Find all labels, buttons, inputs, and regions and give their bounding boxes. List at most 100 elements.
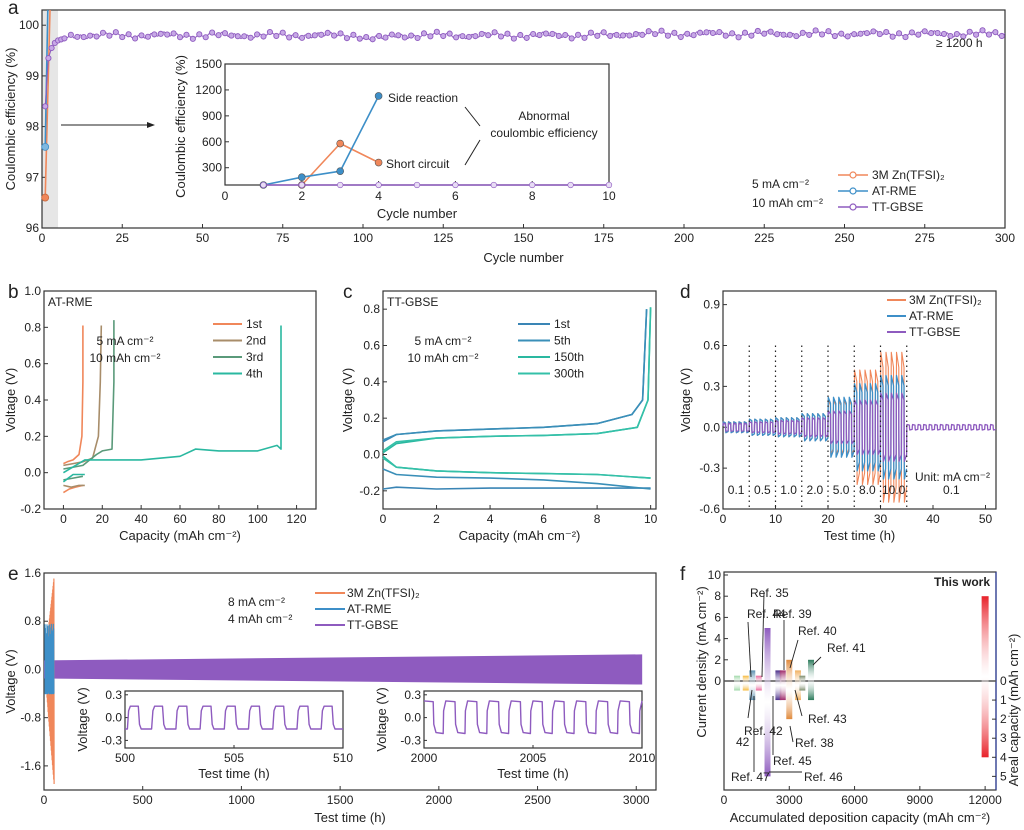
series-ttgbse-point <box>176 34 184 41</box>
panel-d-y-tick: -0.3 <box>699 461 720 475</box>
ref-label: Ref. 38 <box>795 736 834 750</box>
inset-y-tick: 900 <box>202 109 222 123</box>
series-ttgbse-point <box>619 32 627 39</box>
series-ttgbse-waveform <box>722 392 997 462</box>
series-ttgbse-point <box>966 28 973 35</box>
arrow-short <box>464 139 481 166</box>
panel-d: d 0 10 20 30 40 50 -0.6 -0.3 0.0 0.3 0.6 0.9 Test tim… <box>678 282 997 543</box>
series-ttgbse-point <box>613 31 620 38</box>
bar-ref39 <box>779 670 786 701</box>
series-ttgbse-point <box>209 29 216 36</box>
series-ttgbse-point <box>138 32 145 39</box>
series-ttgbse-point <box>664 32 672 39</box>
ref-arrow <box>789 725 794 743</box>
panel-c-y-tick: 0.2 <box>363 411 380 425</box>
inset-xlabel: Test time (h) <box>497 766 569 781</box>
series-ttgbse-point <box>523 34 530 41</box>
inset-x-tick: 4 <box>375 189 382 203</box>
inset-series-point <box>297 173 306 182</box>
legend-marker <box>849 203 857 211</box>
condition-capacity: 10 mAh cm⁻² <box>89 351 160 365</box>
panel-label-f: f <box>680 564 686 585</box>
inset-xlabel: Cycle number <box>377 206 458 221</box>
ref-label: Ref. 43 <box>808 712 847 726</box>
panel-c-y-tick: 0.0 <box>363 448 380 462</box>
series-ttgbse-point <box>902 34 909 41</box>
legend-label: AT-RME <box>872 184 916 198</box>
series-ttgbse-point <box>870 28 877 35</box>
series-5th-discharge <box>382 468 651 490</box>
series-2nd-discharge <box>63 484 85 489</box>
series-atrme-point <box>41 142 50 151</box>
series-ttgbse-point <box>998 32 1005 40</box>
series-ttgbse-point <box>536 31 543 39</box>
bar-ref42 <box>734 675 741 691</box>
series-ttgbse-point <box>549 30 556 37</box>
series-ttgbse-point <box>164 31 171 38</box>
panel-e-x-tick: 500 <box>133 793 153 807</box>
series-ttgbse-point <box>99 29 107 36</box>
legend-label: TT-GBSE <box>872 200 923 214</box>
panel-f-x-tick: 6000 <box>841 793 868 807</box>
series-ttgbse-point <box>247 34 254 41</box>
series-ttgbse-point <box>42 103 49 110</box>
panel-f: f 0 2 4 6 8 10 0 1 2 3 4 5 0 3000 6000 9000 12000 Accumula… <box>680 564 1021 825</box>
inset-x-tick: 2010 <box>629 751 656 765</box>
series-ttgbse-point <box>331 32 338 39</box>
panel-a-x-tick: 50 <box>196 231 210 245</box>
inset-y-tick: 600 <box>202 135 222 149</box>
condition-capacity: 4 mAh cm⁻² <box>228 612 292 626</box>
inset-x-tick: 8 <box>529 189 536 203</box>
series-ttgbse-point <box>915 31 922 38</box>
legend-label: TT-GBSE <box>347 618 398 632</box>
inset-series-point <box>337 181 344 189</box>
series-ttgbse-point <box>947 32 954 40</box>
ref-arrow <box>747 621 752 678</box>
panel-d-y-tick: 0.6 <box>703 339 720 353</box>
series-ttgbse-point <box>780 31 787 38</box>
series-atrme-line <box>44 9 49 147</box>
series-ttgbse-point <box>793 33 800 40</box>
panel-b-y-tick: 0.6 <box>24 357 41 371</box>
series-ttgbse-point <box>266 28 273 36</box>
panel-c-x-tick: 6 <box>540 512 547 526</box>
legend-marker <box>849 187 857 195</box>
panel-e-x-tick: 2000 <box>425 793 452 807</box>
inset-series-point <box>260 181 267 189</box>
condition-current: 5 mA cm⁻² <box>96 334 153 348</box>
condition-current: 5 mA cm⁻² <box>752 177 809 191</box>
condition-current: 5 mA cm⁻² <box>414 334 471 348</box>
panel-b-frame <box>43 290 317 510</box>
panel-label-a: a <box>8 0 19 19</box>
inset-series-point <box>490 181 497 189</box>
series-ttgbse-point <box>953 30 960 38</box>
ref-label: Ref. 47 <box>731 770 770 784</box>
panel-b-x-tick: 80 <box>212 512 226 526</box>
panel-e-x-tick: 2500 <box>524 793 551 807</box>
panel-a-xlabel: Cycle number <box>483 250 564 265</box>
panel-b-y-tick: 0.0 <box>24 466 41 480</box>
panel-a-x-tick: 150 <box>513 231 533 245</box>
annotation-side-reaction: Side reaction <box>388 91 458 105</box>
series-1st-discharge <box>62 484 84 494</box>
series-ttgbse-point <box>388 31 395 38</box>
bar-ref38 <box>786 659 793 720</box>
series-ttgbse-point <box>626 32 633 39</box>
panel-a-x-tick: 250 <box>834 231 854 245</box>
inset-x-tick: 0 <box>222 189 229 203</box>
panel-f-x-tick: 12000 <box>968 793 1002 807</box>
series-ttgbse-point <box>741 29 749 36</box>
panel-f-xlabel: Accumulated deposition capacity (mAh cm⁻… <box>730 810 990 825</box>
bar-ref46 <box>764 628 771 777</box>
series-ttgbse-point <box>350 31 357 38</box>
series-ttgbse-point <box>395 32 402 39</box>
panel-a-y-tick: 100 <box>19 18 39 32</box>
series-ttgbse-point <box>343 35 351 42</box>
inset-ylabel: Voltage (V) <box>75 687 90 751</box>
series-ttgbse-point <box>260 33 267 40</box>
annotation-short-circuit: Short circuit <box>386 157 450 171</box>
series-ttgbse-point <box>716 29 723 36</box>
series-zn-point <box>41 193 50 202</box>
inset-series-point <box>452 181 459 189</box>
panel-f-y2-tick: 1 <box>1000 693 1007 707</box>
